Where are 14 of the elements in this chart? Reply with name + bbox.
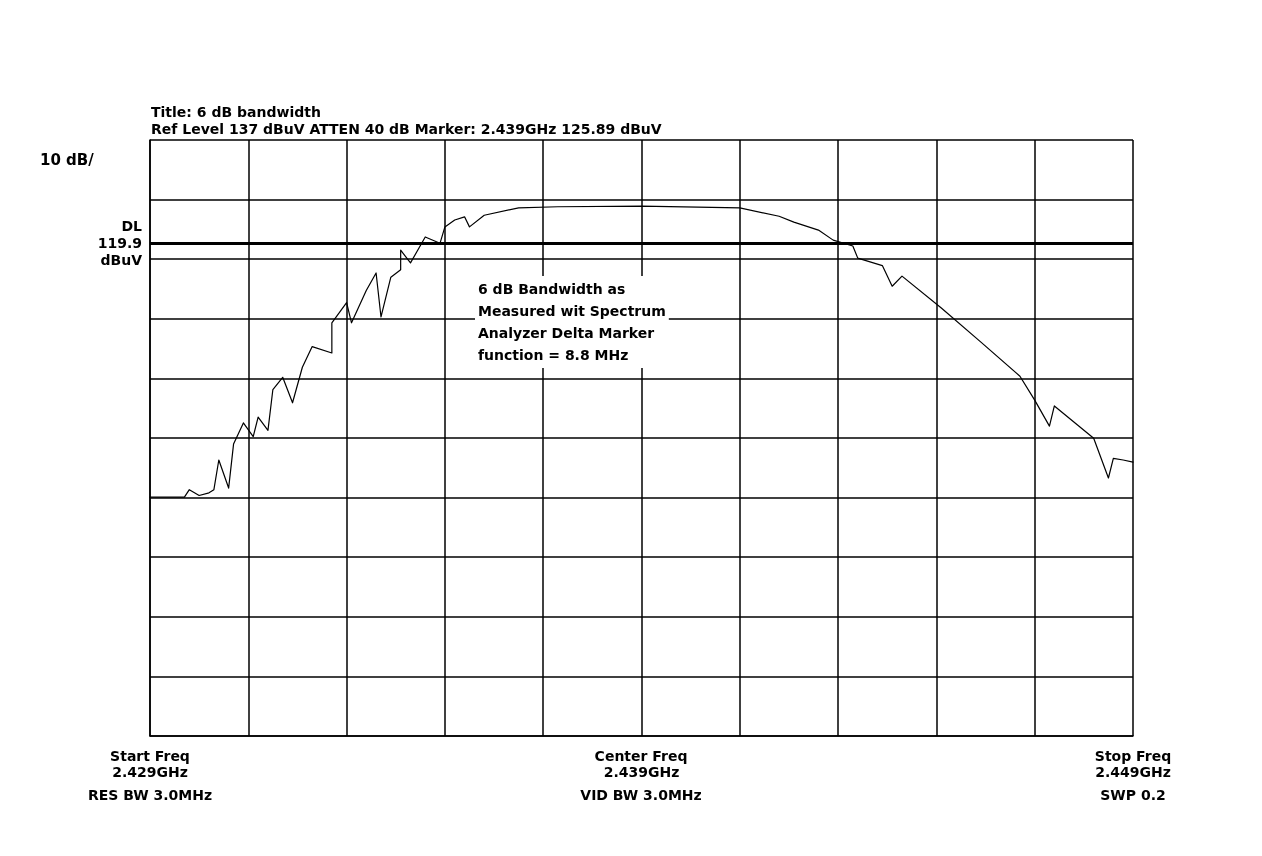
text: Stop Freq [1094,748,1172,764]
ref-line-label: DL 119.9 dBuV [97,218,143,269]
x-tick-label: 2.439GHz [603,764,680,780]
annotation: 6 dB Bandwidth as Measured wit Spectrum Analyzer Delta Marker function = 8.8 MHz [478,281,666,363]
text: RES BW 3.0MHz [87,787,213,803]
text: Center Freq [594,748,688,764]
text: SWP 0.2 [1100,787,1166,803]
text: VID BW 3.0MHz [580,787,702,803]
x-tick-label: 2.449GHz [1095,764,1171,780]
chart-subtitle: Ref Level 137 dBuV ATTEN 40 dB Marker: 2.439GHz 125.89 dBuV [151,121,662,137]
text: Start Freq [110,748,190,764]
chart-title: Title: 6 dB bandwidth [151,104,321,120]
x-tick-label: 2.429GHz [112,764,188,780]
y-axis-title: 10 dB/ [40,150,95,169]
